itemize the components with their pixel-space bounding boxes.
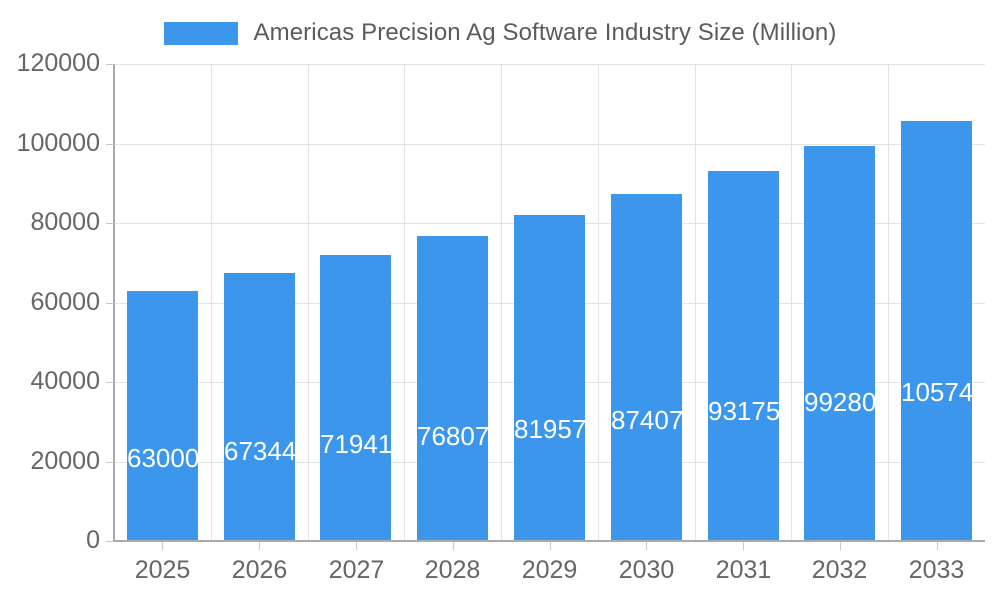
y-tick-mark bbox=[106, 541, 114, 542]
x-axis-tick-label: 2027 bbox=[328, 556, 385, 584]
y-axis-tick-label: 20000 bbox=[30, 446, 100, 475]
y-axis-line bbox=[113, 64, 115, 542]
bar[interactable] bbox=[804, 146, 875, 541]
x-gridline bbox=[598, 64, 599, 541]
x-tick-mark bbox=[840, 542, 841, 550]
x-tick-mark bbox=[162, 542, 163, 550]
y-tick-mark bbox=[106, 382, 114, 383]
x-axis-tick-label: 2029 bbox=[521, 556, 578, 584]
y-axis-tick-label: 40000 bbox=[30, 367, 100, 395]
y-gridline bbox=[114, 143, 985, 145]
x-gridline bbox=[501, 64, 502, 541]
x-gridline bbox=[695, 64, 696, 541]
bar-value-label: 71941 bbox=[320, 428, 393, 459]
bar-value-label: 76807 bbox=[417, 421, 490, 452]
x-axis-tick-label: 2028 bbox=[424, 556, 481, 584]
bar[interactable] bbox=[901, 120, 972, 541]
plot-area: 63000 67344 71941 76807 81957 87407 93175 99280… bbox=[114, 64, 988, 542]
bar-value-label: 81957 bbox=[514, 413, 587, 444]
x-axis-tick-label: 2025 bbox=[134, 556, 191, 584]
x-axis-line bbox=[114, 540, 985, 542]
x-tick-mark bbox=[646, 542, 647, 550]
x-gridline bbox=[211, 64, 212, 541]
y-tick-mark bbox=[106, 143, 114, 145]
bar-value-label: 87407 bbox=[611, 405, 684, 436]
y-tick-mark bbox=[106, 461, 114, 463]
bar-value-label: 67344 bbox=[224, 435, 297, 466]
bar[interactable] bbox=[127, 290, 198, 541]
y-tick-mark bbox=[106, 64, 114, 65]
bar-value-label: 63000 bbox=[127, 442, 200, 473]
x-gridline bbox=[888, 64, 889, 541]
bar-value-label: 105744 bbox=[901, 377, 988, 408]
y-axis-tick-label: 120000 bbox=[16, 49, 100, 77]
x-tick-mark bbox=[937, 542, 938, 550]
x-gridline bbox=[404, 64, 405, 541]
x-axis-tick-label: 2031 bbox=[715, 556, 772, 584]
x-gridline bbox=[791, 64, 792, 541]
x-axis-tick-label: 2030 bbox=[618, 556, 675, 584]
x-tick-mark bbox=[356, 542, 357, 550]
bar[interactable] bbox=[224, 273, 295, 541]
y-axis-tick-label: 0 bbox=[86, 526, 100, 554]
x-tick-mark bbox=[550, 542, 551, 550]
y-tick-mark bbox=[106, 302, 114, 304]
chart-legend: Americas Precision Ag Software Industry … bbox=[0, 12, 1000, 54]
bar[interactable] bbox=[611, 193, 682, 541]
bar-value-label: 93175 bbox=[708, 396, 781, 427]
y-gridline bbox=[114, 64, 985, 65]
x-axis-tick-label: 2033 bbox=[908, 556, 965, 584]
y-tick-mark bbox=[106, 223, 114, 224]
bar[interactable] bbox=[417, 235, 488, 541]
y-axis-tick-label: 60000 bbox=[30, 287, 100, 316]
x-tick-mark bbox=[453, 542, 454, 550]
x-axis-tick-label: 2032 bbox=[811, 556, 868, 584]
y-axis-tick-label: 80000 bbox=[30, 208, 100, 236]
legend-color-swatch[interactable] bbox=[163, 21, 238, 45]
legend-label[interactable]: Americas Precision Ag Software Industry … bbox=[253, 19, 837, 46]
y-axis-labels: 0 20000 40000 60000 80000 100000 120000 bbox=[0, 0, 100, 600]
x-axis-tick-label: 2026 bbox=[231, 556, 288, 584]
x-tick-mark bbox=[259, 542, 260, 550]
bar[interactable] bbox=[514, 215, 585, 541]
x-tick-mark bbox=[743, 542, 744, 550]
bar[interactable] bbox=[708, 170, 779, 541]
y-axis-tick-label: 100000 bbox=[16, 128, 100, 157]
x-gridline bbox=[308, 64, 309, 541]
bar-value-label: 99280 bbox=[804, 387, 877, 418]
bar[interactable] bbox=[320, 255, 391, 541]
